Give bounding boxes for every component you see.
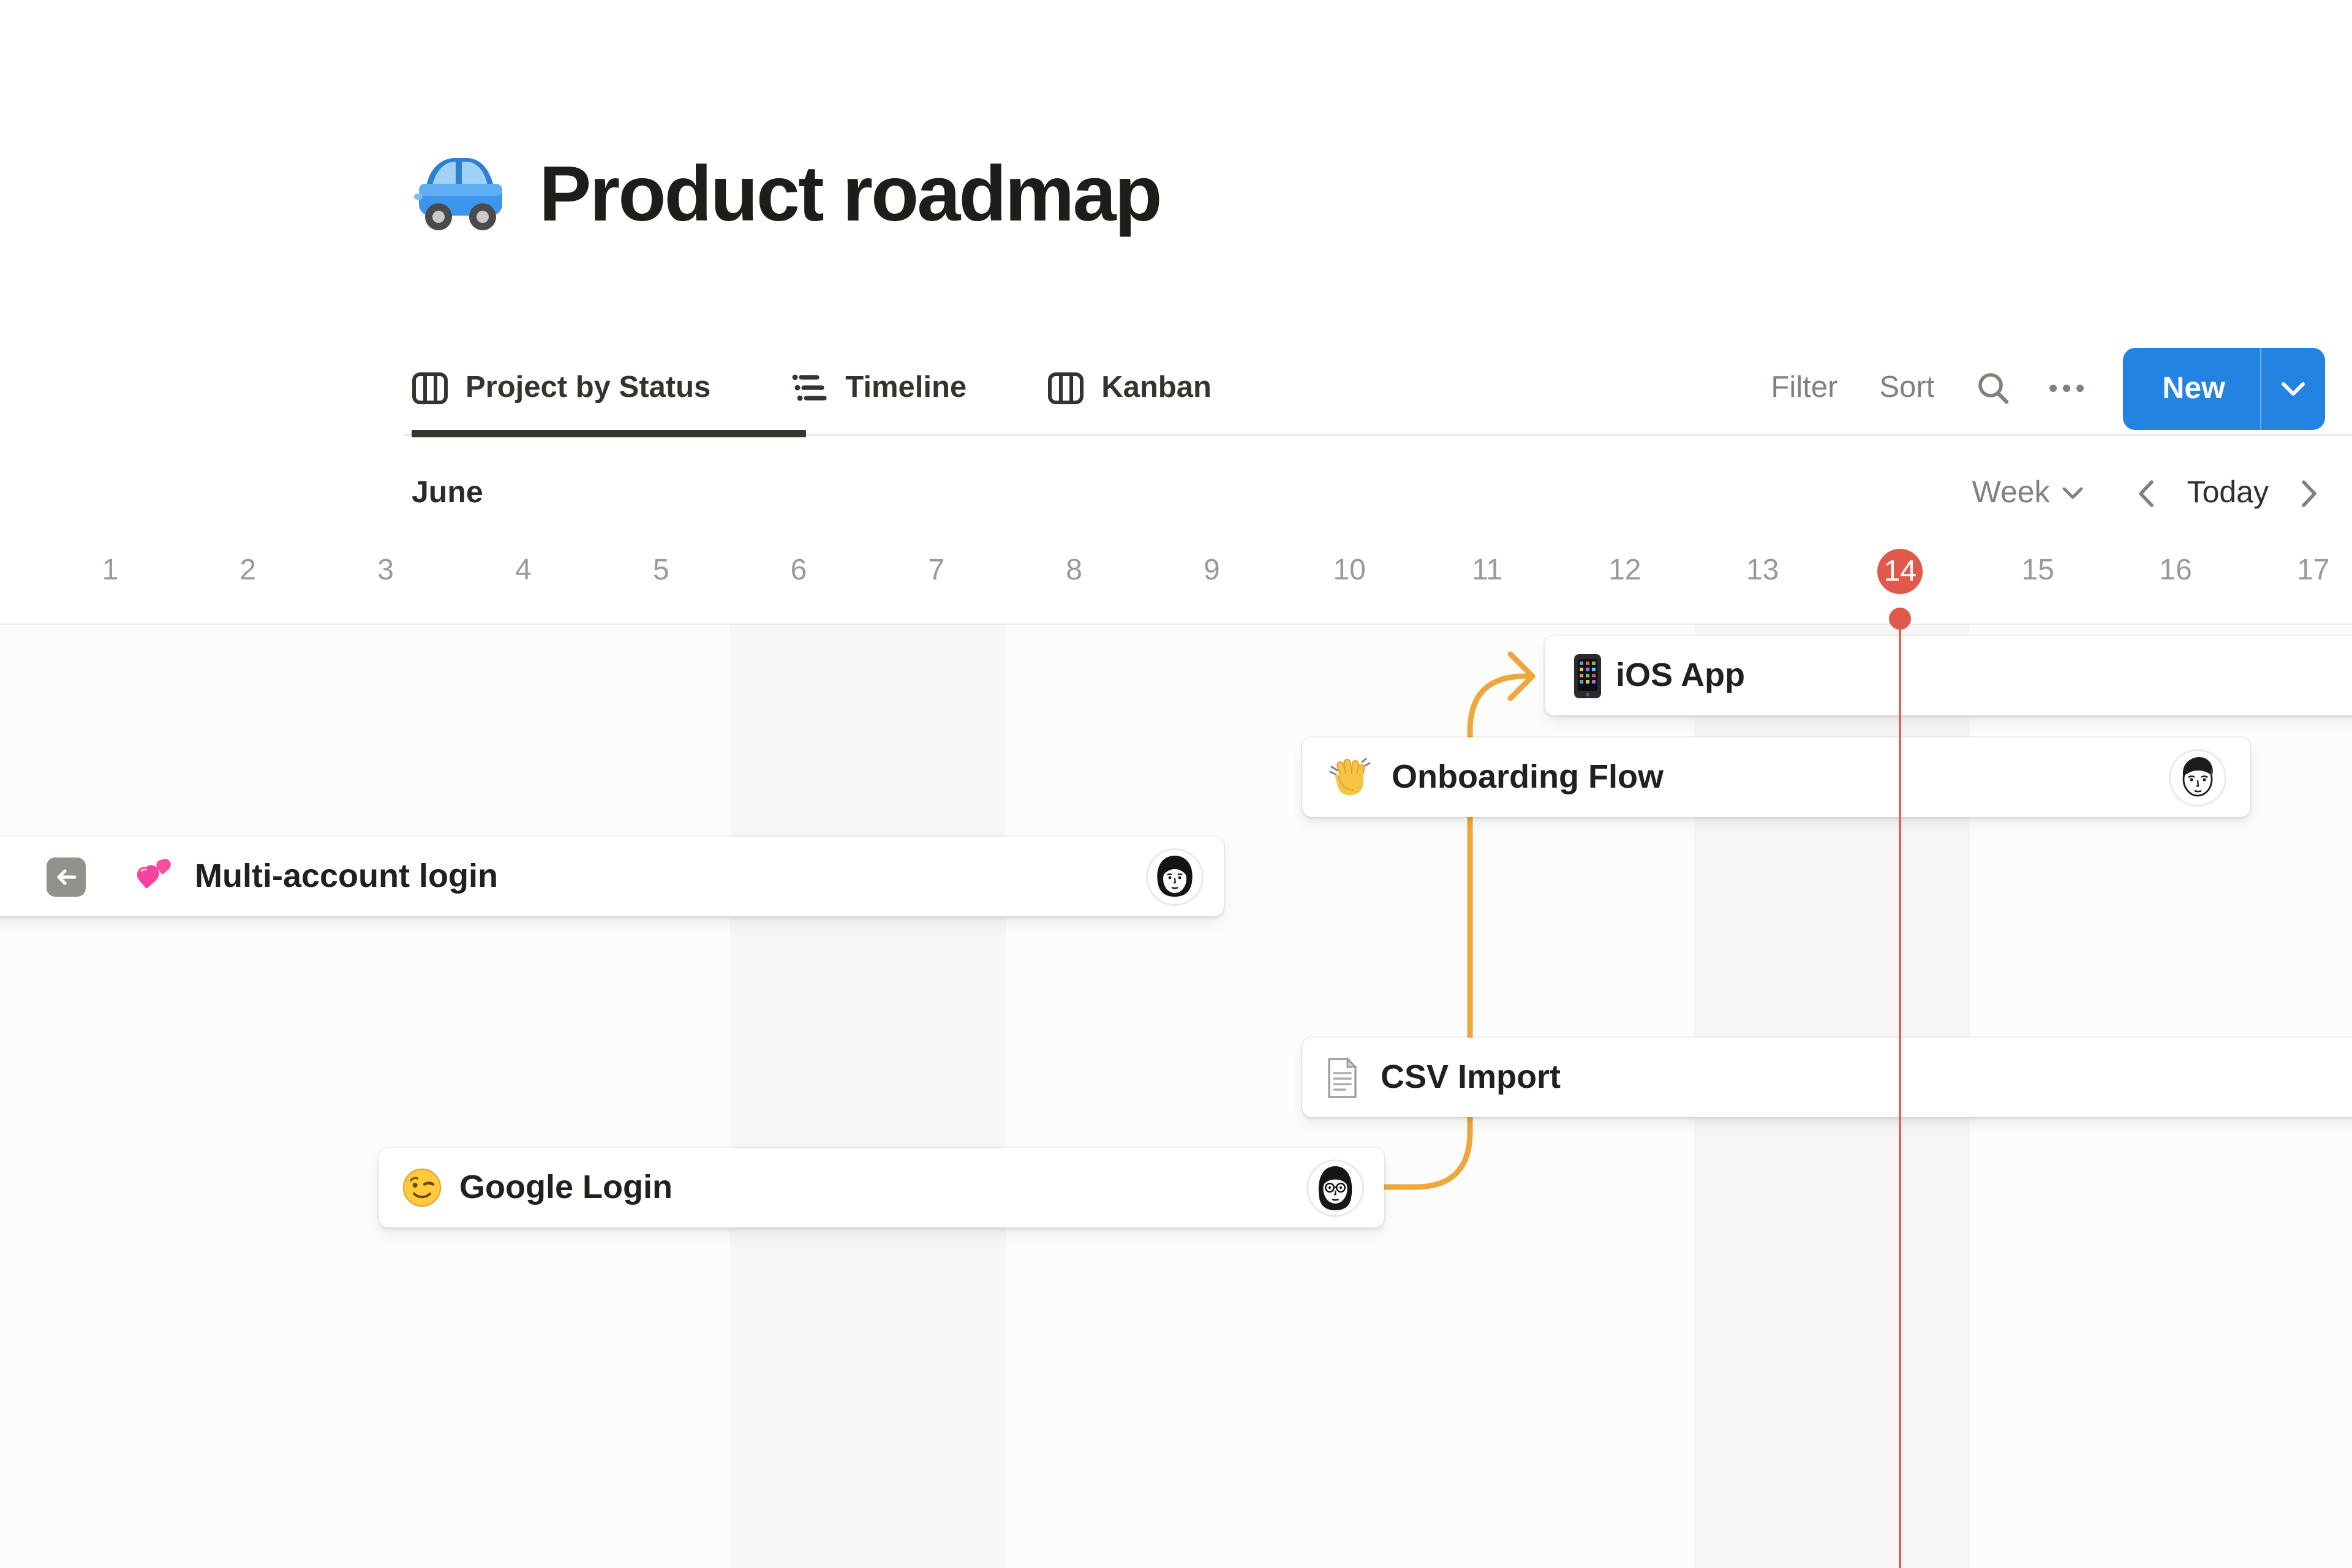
arrow-left-icon bbox=[57, 869, 77, 884]
view-tab-bar: Project by Status Timeline Kanban bbox=[412, 345, 1212, 431]
toolbar: Filter Sort New bbox=[1771, 345, 2325, 431]
timeline-item-ios-app[interactable]: iOS App bbox=[1545, 636, 2352, 715]
tab-project-by-status[interactable]: Project by Status bbox=[412, 371, 710, 405]
day-label: 15 bbox=[2021, 554, 2054, 587]
board-view-icon bbox=[412, 372, 448, 404]
chevron-right-icon bbox=[2302, 480, 2316, 507]
item-label: Multi-account login bbox=[195, 858, 498, 894]
timeline-header-divider bbox=[0, 624, 2352, 625]
chevron-left-icon bbox=[2139, 480, 2154, 507]
today-button[interactable]: Today bbox=[2187, 475, 2269, 510]
today-marker-line bbox=[1898, 619, 1902, 1568]
prev-period-button[interactable] bbox=[2138, 478, 2155, 508]
item-label: CSV Import bbox=[1381, 1058, 1561, 1095]
day-label-today: 14 bbox=[1877, 549, 1923, 594]
zoom-level-value: Week bbox=[1972, 475, 2050, 510]
today-marker-dot bbox=[1889, 608, 1911, 630]
timeline-item-onboarding-flow[interactable]: Onboarding Flow bbox=[1302, 737, 2250, 817]
winking-face-emoji-icon bbox=[402, 1167, 442, 1208]
day-label: 4 bbox=[515, 554, 532, 587]
search-icon bbox=[1978, 373, 2009, 404]
zoom-level-select[interactable]: Week bbox=[1972, 475, 2084, 511]
active-tab-underline bbox=[412, 430, 806, 437]
timeline-range-controls: Week Today bbox=[1972, 475, 2318, 511]
woman-glasses-avatar bbox=[1308, 1161, 1362, 1215]
day-label: 3 bbox=[377, 554, 394, 587]
more-options-button[interactable] bbox=[2047, 382, 2086, 394]
page-title-row: Product roadmap bbox=[412, 145, 1163, 243]
tab-label: Kanban bbox=[1101, 371, 1212, 404]
timeline-view-icon bbox=[792, 374, 827, 401]
chevron-down-icon bbox=[2063, 487, 2083, 499]
more-dots-icon bbox=[2049, 385, 2084, 392]
day-label: 6 bbox=[790, 554, 807, 587]
man-avatar bbox=[2171, 750, 2225, 804]
day-label: 9 bbox=[1204, 554, 1220, 587]
day-label: 16 bbox=[2159, 554, 2192, 587]
day-number-row: 1 2 3 4 5 6 7 8 9 10 11 12 13 14 15 16 17 bbox=[0, 546, 2352, 595]
page-title: Product roadmap bbox=[539, 149, 1163, 238]
page-document-emoji-icon bbox=[1325, 1057, 1359, 1098]
search-button[interactable] bbox=[1976, 371, 2010, 405]
scroll-to-start-button[interactable] bbox=[47, 857, 86, 896]
item-label: iOS App bbox=[1616, 657, 1745, 693]
waving-hand-emoji-icon bbox=[1329, 756, 1371, 798]
new-button-group: New bbox=[2123, 347, 2325, 429]
day-label: 7 bbox=[928, 554, 945, 587]
day-label: 2 bbox=[239, 554, 257, 587]
new-button[interactable]: New bbox=[2162, 371, 2225, 405]
timeline-item-csv-import[interactable]: CSV Import bbox=[1302, 1038, 2352, 1117]
day-label: 11 bbox=[1472, 554, 1502, 587]
two-hearts-emoji-icon bbox=[132, 857, 174, 896]
new-dropdown-button[interactable] bbox=[2261, 380, 2325, 396]
item-label: Onboarding Flow bbox=[1392, 758, 1664, 795]
day-label: 1 bbox=[102, 554, 119, 587]
day-label: 17 bbox=[2297, 554, 2330, 587]
timeline-item-google-login[interactable]: Google Login bbox=[379, 1148, 1384, 1227]
blue-car-emoji-icon bbox=[414, 158, 502, 230]
day-label: 10 bbox=[1333, 554, 1366, 587]
chevron-down-icon bbox=[2282, 382, 2305, 395]
iphone-emoji-icon bbox=[1573, 652, 1602, 699]
timeline-item-multi-account-login[interactable]: Multi-account login bbox=[0, 837, 1224, 916]
next-period-button[interactable] bbox=[2301, 478, 2318, 508]
tab-label: Timeline bbox=[845, 371, 967, 404]
tab-kanban[interactable]: Kanban bbox=[1047, 371, 1212, 405]
tab-label: Project by Status bbox=[466, 371, 711, 404]
woman-avatar bbox=[1148, 850, 1202, 903]
day-label: 5 bbox=[652, 554, 669, 587]
filter-button[interactable]: Filter bbox=[1771, 371, 1838, 404]
item-label: Google Login bbox=[459, 1169, 673, 1205]
new-button-divider bbox=[2260, 347, 2261, 429]
month-label: June bbox=[412, 475, 483, 510]
tab-bar-border bbox=[404, 434, 2352, 436]
tab-timeline[interactable]: Timeline bbox=[791, 371, 967, 405]
kanban-view-icon bbox=[1048, 372, 1084, 404]
weekend-shading bbox=[730, 625, 1006, 1568]
sort-button[interactable]: Sort bbox=[1879, 371, 1935, 404]
day-label: 12 bbox=[1608, 554, 1642, 587]
day-label: 8 bbox=[1066, 554, 1082, 587]
day-label: 13 bbox=[1746, 554, 1779, 587]
